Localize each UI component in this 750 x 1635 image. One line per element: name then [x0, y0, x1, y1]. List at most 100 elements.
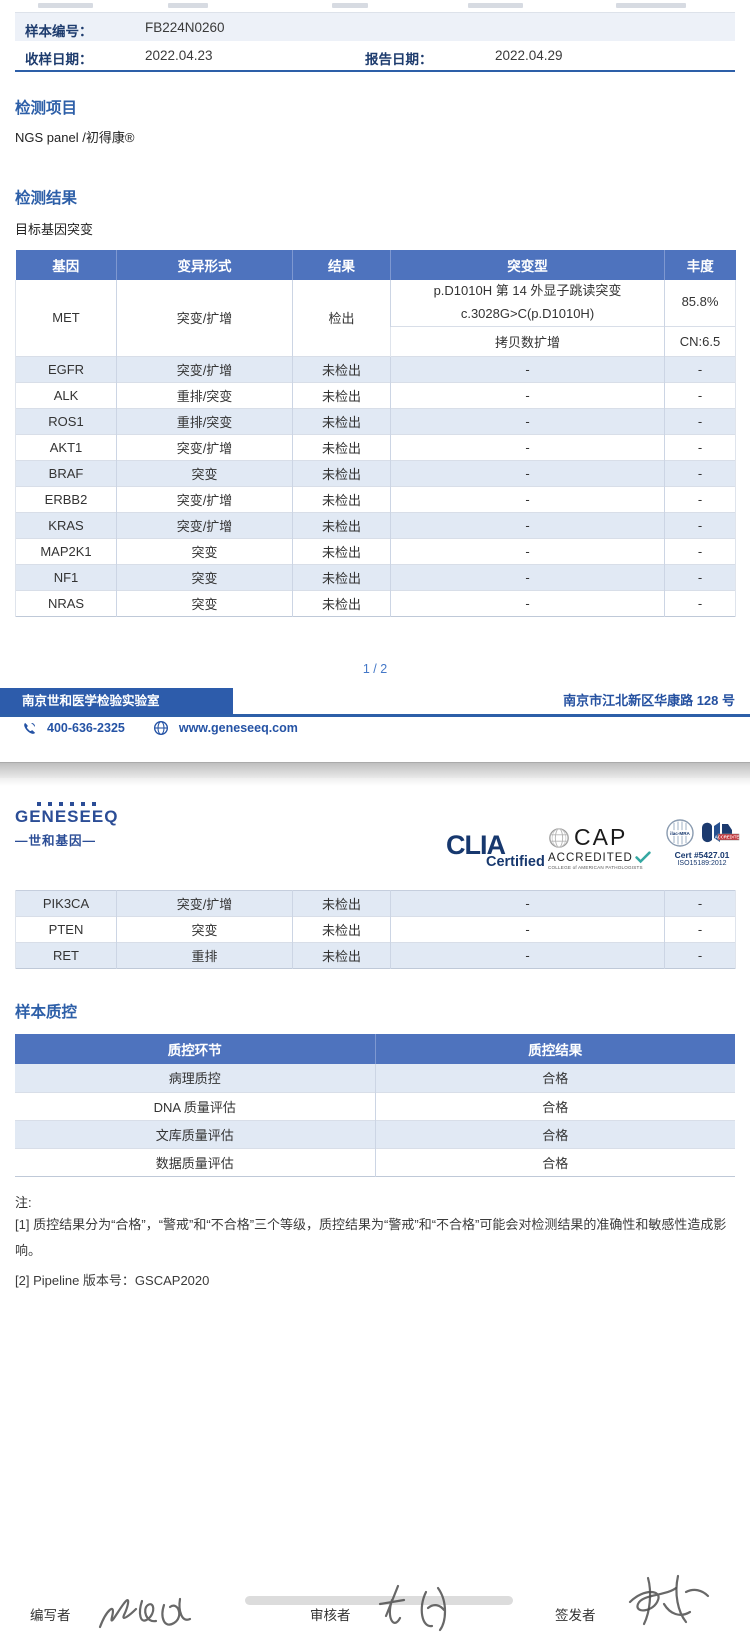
issuer-signature-image	[628, 1574, 710, 1626]
table-row: ALK 重排/突变 未检出 - -	[15, 381, 736, 408]
results-header-row: 基因 变异形式 结果 突变型 丰度	[15, 250, 736, 280]
checkmark-icon	[635, 851, 651, 864]
section-title-results: 检测结果	[15, 190, 78, 207]
cell-mutation: -	[390, 485, 665, 512]
table-row: MAP2K1 突变 未检出 - -	[15, 537, 736, 564]
cell-abundance: -	[664, 563, 736, 590]
cell-abundance: 85.8%	[664, 280, 736, 326]
table-row: EGFR 突变/扩增 未检出 - -	[15, 355, 736, 382]
cell-abundance: -	[664, 407, 736, 434]
header-result: 结果	[292, 250, 391, 280]
header-qc-step: 质控环节	[15, 1034, 375, 1064]
cell-qc-result: 合格	[374, 1091, 735, 1120]
cell-mutation: -	[390, 563, 665, 590]
cell-gene: RET	[15, 942, 117, 969]
cap-logo: CAP ACCREDITED COLLEGE of AMERICAN PATHO…	[548, 824, 663, 870]
cell-abundance: -	[664, 916, 736, 943]
cell-abundance: -	[664, 890, 736, 917]
clia-logo: CLIA Certified	[446, 830, 545, 870]
scroll-pill[interactable]	[245, 1596, 513, 1605]
cell-form: 突变	[116, 916, 293, 943]
cell-gene: PIK3CA	[15, 890, 117, 917]
cell-mutation: -	[390, 381, 665, 408]
cell-form: 突变	[116, 589, 293, 616]
table-row: 文库质量评估 合格	[15, 1119, 735, 1148]
cell-form: 突变/扩增	[116, 433, 293, 460]
cell-result: 未检出	[292, 407, 391, 434]
cell-form: 突变	[116, 563, 293, 590]
writer-label: 编写者	[30, 1608, 71, 1623]
mutation-line2: c.3028G>C(p.D1010H)	[460, 305, 595, 321]
table-row: RET 重排 未检出 - -	[15, 942, 736, 969]
table-row: 数据质量评估 合格	[15, 1147, 735, 1176]
table-row: KRAS 突变/扩增 未检出 - -	[15, 511, 736, 538]
page-number: 1 / 2	[362, 662, 388, 676]
cell-result: 未检出	[292, 537, 391, 564]
accreditation-badges: ilac-MRA ACCREDITED Cert #5427.01 ISO151…	[662, 818, 742, 867]
cell-form: 突变/扩增	[116, 890, 293, 917]
footer-lab-name: 南京世和医学检验实验室	[0, 688, 233, 714]
qc-header-row: 质控环节 质控结果	[15, 1034, 735, 1064]
cell-form: 突变/扩增	[116, 355, 293, 382]
clia-certified-label: Certified	[486, 854, 545, 870]
cell-gene: ROS1	[15, 407, 117, 434]
svg-text:ACCREDITED: ACCREDITED	[714, 835, 739, 840]
cell-gene: MAP2K1	[15, 537, 117, 564]
header-abundance: 丰度	[664, 250, 736, 280]
cell-gene: NRAS	[15, 589, 117, 616]
dates-row: 收样日期： 2022.04.23 报告日期： 2022.04.29	[15, 41, 735, 70]
cell-gene: ALK	[15, 381, 117, 408]
mutation-line1: p.D1010H 第 14 外显子跳读突变	[433, 283, 622, 298]
cell-result: 未检出	[292, 381, 391, 408]
section-title-test-items: 检测项目	[15, 100, 78, 117]
cell-mutation: -	[390, 459, 665, 486]
sample-id-label: 样本编号：	[25, 24, 93, 39]
table-row: NF1 突变 未检出 - -	[15, 563, 736, 590]
table-row-met-cn: 拷贝数扩增 CN:6.5	[16, 325, 736, 356]
note-2: [2] Pipeline 版本号：GSCAP2020	[15, 1273, 210, 1288]
header-gene: 基因	[15, 250, 117, 280]
received-date-value: 2022.04.23	[145, 48, 213, 63]
cell-mutation: -	[390, 511, 665, 538]
table-row: DNA 质量评估 合格	[15, 1091, 735, 1120]
cell-qc-step: 病理质控	[168, 1071, 221, 1087]
cell-gene: EGFR	[15, 355, 117, 382]
ilac-mra-badge-icon: ilac-MRA	[665, 819, 694, 847]
note-1: [1] 质控结果分为“合格”，“警戒”和“不合格”三个等级，质控结果为“警戒”和…	[15, 1217, 727, 1258]
cell-abundance: -	[664, 433, 736, 460]
cell-gene: NF1	[15, 563, 117, 590]
test-item-value: NGS panel /初得康®	[15, 130, 135, 145]
table-row: ROS1 重排/突变 未检出 - -	[15, 407, 736, 434]
table-row: PIK3CA 突变/扩增 未检出 - -	[15, 890, 736, 917]
cnas-badge-icon: ACCREDITED	[701, 822, 740, 843]
section-divider	[15, 70, 735, 72]
sample-id-value: FB224N0260	[145, 20, 225, 35]
table-row: AKT1 突变/扩增 未检出 - -	[15, 433, 736, 460]
cell-result: 未检出	[292, 511, 391, 538]
table-row: PTEN 突变 未检出 - -	[15, 916, 736, 943]
header-qc-result: 质控结果	[374, 1034, 735, 1064]
cell-mutation: -	[390, 589, 665, 616]
cell-gene: BRAF	[15, 459, 117, 486]
cell-form: 突变/扩增	[116, 511, 293, 538]
notes-title: 注:	[15, 1195, 32, 1210]
cell-result: 未检出	[292, 485, 391, 512]
cell-abundance-cn: CN:6.5	[664, 325, 736, 356]
cell-abundance: -	[664, 942, 736, 969]
issuer-label: 签发者	[555, 1608, 596, 1623]
footer-website[interactable]: www.geneseeq.com	[178, 721, 298, 735]
cell-abundance: -	[664, 381, 736, 408]
target-mutation-subtitle: 目标基因突变	[15, 222, 94, 237]
report-date-value: 2022.04.29	[495, 48, 563, 63]
table-row: 病理质控 合格	[15, 1064, 735, 1092]
footer-phone[interactable]: 400-636-2325	[47, 721, 125, 735]
cell-form: 突变	[116, 459, 293, 486]
cell-abundance: -	[664, 537, 736, 564]
results-table-continued: PIK3CA 突变/扩增 未检出 - - PTEN 突变 未检出 - - RET…	[15, 890, 736, 969]
cell-mutation: -	[390, 407, 665, 434]
cert-standard: ISO15189:2012	[677, 860, 727, 867]
cell-mutation: -	[390, 942, 665, 969]
section-title-qc: 样本质控	[15, 1004, 78, 1021]
footer-rule	[0, 714, 750, 717]
